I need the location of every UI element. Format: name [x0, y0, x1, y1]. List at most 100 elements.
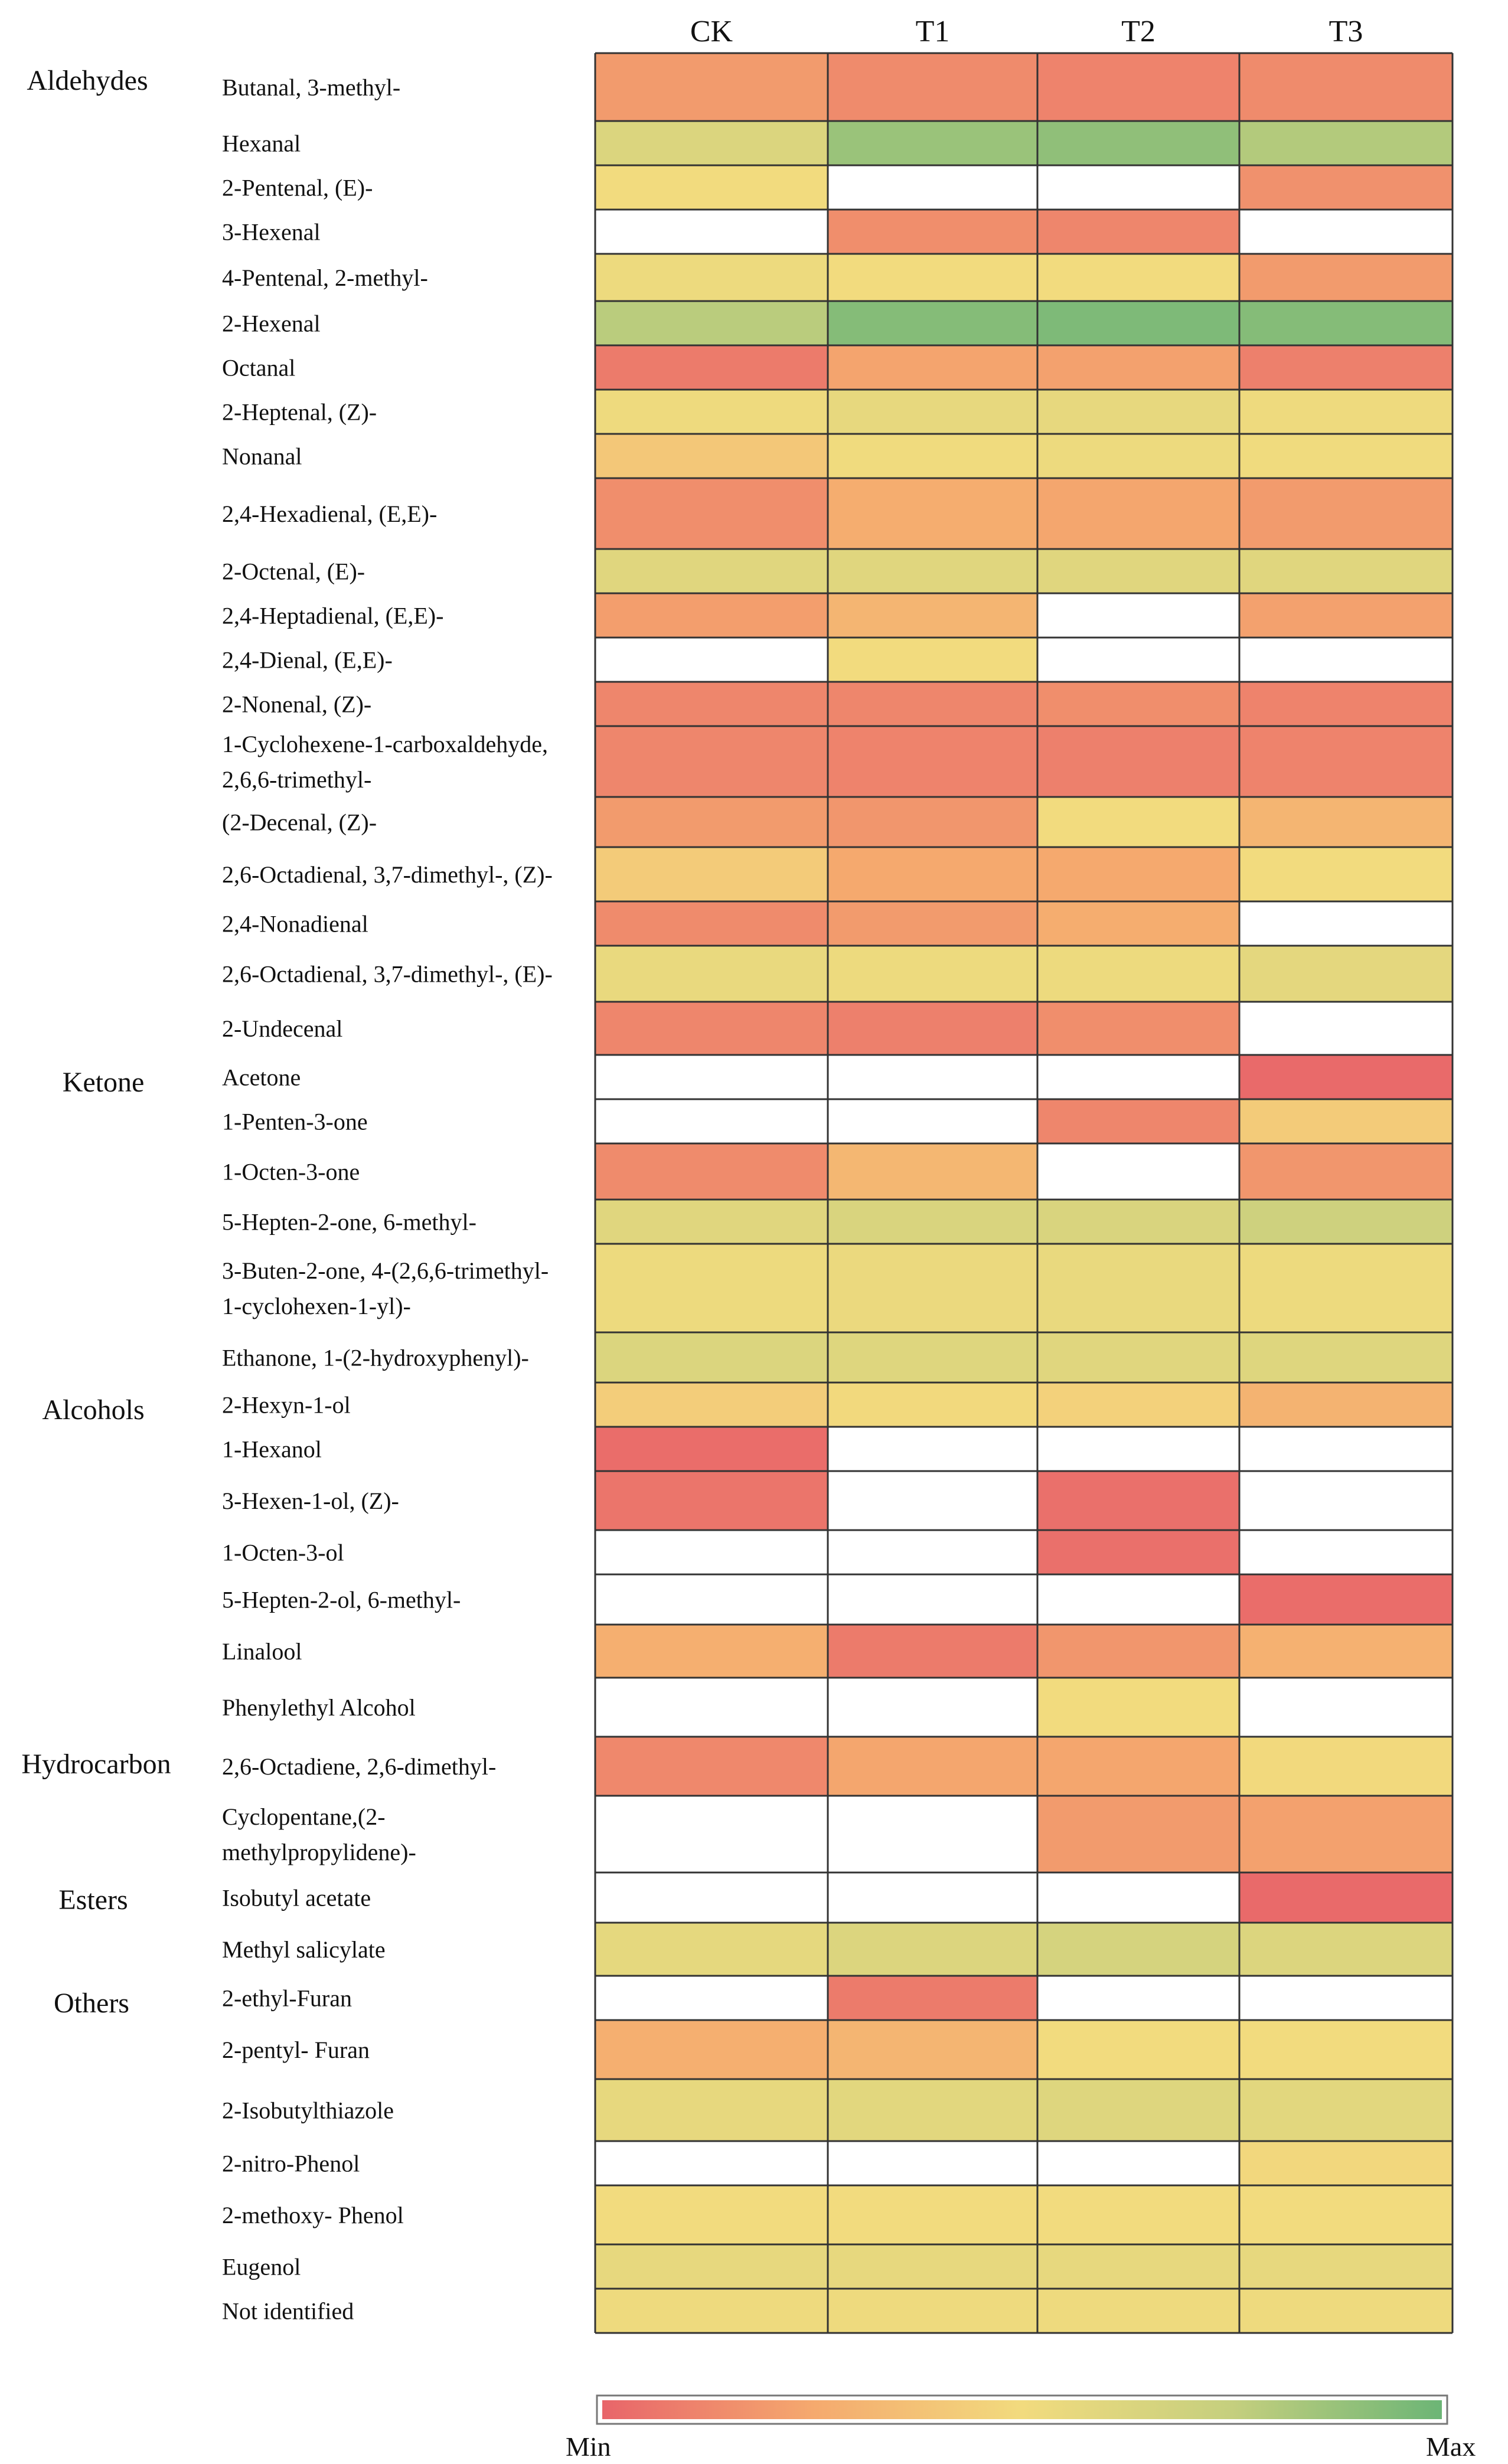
heatmap-cell — [1037, 2244, 1239, 2289]
heatmap-cell — [595, 1427, 828, 1471]
color-scale-legend: Min Max — [566, 2394, 1476, 2462]
heatmap-cell — [828, 2185, 1037, 2244]
heatmap-cell — [595, 478, 828, 549]
heatmap-cell — [1239, 1383, 1452, 1427]
heatmap-cell — [1239, 946, 1452, 1002]
heatmap-cell — [595, 682, 828, 726]
heatmap-cell — [1037, 1200, 1239, 1244]
heatmap-cell — [1037, 1099, 1239, 1143]
heatmap-cell — [828, 1678, 1037, 1737]
heatmap-cell — [595, 1976, 828, 2020]
heatmap-cell — [595, 390, 828, 434]
heatmap-cell — [595, 301, 828, 345]
row-labels: Butanal, 3-methyl- Hexanal 2-Pentenal, (E)… — [222, 74, 553, 2325]
group-label-aldehydes: Aldehydes — [27, 65, 148, 96]
heatmap-cell — [828, 1383, 1037, 1427]
heatmap-cell — [828, 1976, 1037, 2020]
heatmap-cell — [595, 593, 828, 638]
heatmap-cell — [1239, 53, 1452, 121]
heatmap-cell — [828, 1143, 1037, 1200]
row-label: 2,4-Dienal, (E,E)- — [222, 647, 393, 674]
row-label: 2-Heptenal, (Z)- — [222, 399, 377, 426]
heatmap-cell — [828, 1530, 1037, 1574]
heatmap-cell — [1239, 1678, 1452, 1737]
heatmap-cell — [595, 121, 828, 165]
heatmap-cell — [828, 1244, 1037, 1332]
heatmap-cell — [1239, 1143, 1452, 1200]
row-label: 1-Hexanol — [222, 1436, 322, 1463]
heatmap-cell — [1037, 1872, 1239, 1923]
row-label: 2,4-Nonadienal — [222, 911, 368, 937]
row-label: 2-Isobutylthiazole — [222, 2097, 394, 2124]
row-label: Octanal — [222, 355, 295, 381]
row-label: Linalool — [222, 1638, 302, 1665]
row-label: 2-Octenal, (E)- — [222, 558, 365, 585]
heatmap-cell — [1239, 1737, 1452, 1796]
heatmap-cell — [828, 2289, 1037, 2333]
heatmap-cell — [1239, 2020, 1452, 2079]
row-label: 1-Octen-3-ol — [222, 1540, 344, 1566]
row-label: Isobutyl acetate — [222, 1885, 371, 1911]
heatmap-cell — [1037, 1427, 1239, 1471]
row-label: 2,6-Octadienal, 3,7-dimethyl-, (Z)- — [222, 861, 553, 888]
heatmap-cell — [1037, 210, 1239, 254]
heatmap-cell — [1239, 1530, 1452, 1574]
heatmap-cell — [1037, 847, 1239, 901]
heatmap-cell — [1037, 797, 1239, 847]
heatmap-cell — [1037, 121, 1239, 165]
heatmap-cell — [828, 1923, 1037, 1976]
heatmap-cell — [828, 946, 1037, 1002]
row-label: 1-Penten-3-one — [222, 1109, 368, 1135]
heatmap-cell — [1037, 1976, 1239, 2020]
heatmap-cell — [828, 1574, 1037, 1625]
heatmap-cell — [1037, 1625, 1239, 1678]
scale-min-label: Min — [566, 2432, 611, 2462]
row-label: Not identified — [222, 2298, 354, 2325]
heatmap-cell — [595, 210, 828, 254]
heatmap-cell — [828, 254, 1037, 301]
row-label: 5-Hepten-2-one, 6-methyl- — [222, 1209, 476, 1236]
heatmap-cell — [828, 682, 1037, 726]
row-label: 2-pentyl- Furan — [222, 2037, 370, 2063]
heatmap-cell — [1239, 2289, 1452, 2333]
heatmap-cell — [595, 434, 828, 478]
heatmap-cell — [1239, 549, 1452, 593]
heatmap-cell — [828, 1625, 1037, 1678]
heatmap-cell — [595, 2141, 828, 2185]
row-label: 3-Hexenal — [222, 219, 321, 246]
heatmap-cell — [1037, 1471, 1239, 1530]
row-label: Butanal, 3-methyl- — [222, 74, 400, 101]
heatmap-cell — [1239, 1872, 1452, 1923]
heatmap-cell — [595, 1002, 828, 1055]
heatmap-cell — [595, 549, 828, 593]
heatmap-cell — [1239, 901, 1452, 946]
heatmap-cell — [1239, 1002, 1452, 1055]
heatmap-cell — [1037, 901, 1239, 946]
heatmap-cell — [828, 797, 1037, 847]
heatmap-cell — [595, 1244, 828, 1332]
row-label: 2,6-Octadienal, 3,7-dimethyl-, (E)- — [222, 961, 553, 988]
column-labels: CK T1 T2 T3 — [690, 15, 1363, 48]
heatmap-cell — [1239, 2185, 1452, 2244]
heatmap-cell — [828, 1099, 1037, 1143]
heatmap-cell — [595, 726, 828, 797]
heatmap-cell — [1239, 1427, 1452, 1471]
heatmap-cell — [1037, 434, 1239, 478]
heatmap-cell — [828, 1471, 1037, 1530]
row-label: Acetone — [222, 1064, 301, 1091]
row-label: 1-Cyclohexene-1-carboxaldehyde, 2,6,6-tri… — [222, 731, 548, 793]
heatmap-cell — [595, 1530, 828, 1574]
row-label: 2-Hexenal — [222, 311, 321, 337]
heatmap-cell — [1037, 2020, 1239, 2079]
heatmap-cell — [1037, 345, 1239, 390]
heatmap-cell — [595, 2289, 828, 2333]
heatmap-cell — [1239, 1574, 1452, 1625]
heatmap-cell — [828, 210, 1037, 254]
heatmap-cell — [595, 901, 828, 946]
heatmap-cell — [1037, 726, 1239, 797]
heatmap-cell — [595, 53, 828, 121]
heatmap-cell — [595, 1872, 828, 1923]
heatmap-cell — [1239, 2244, 1452, 2289]
heatmap-cell — [1037, 1332, 1239, 1383]
